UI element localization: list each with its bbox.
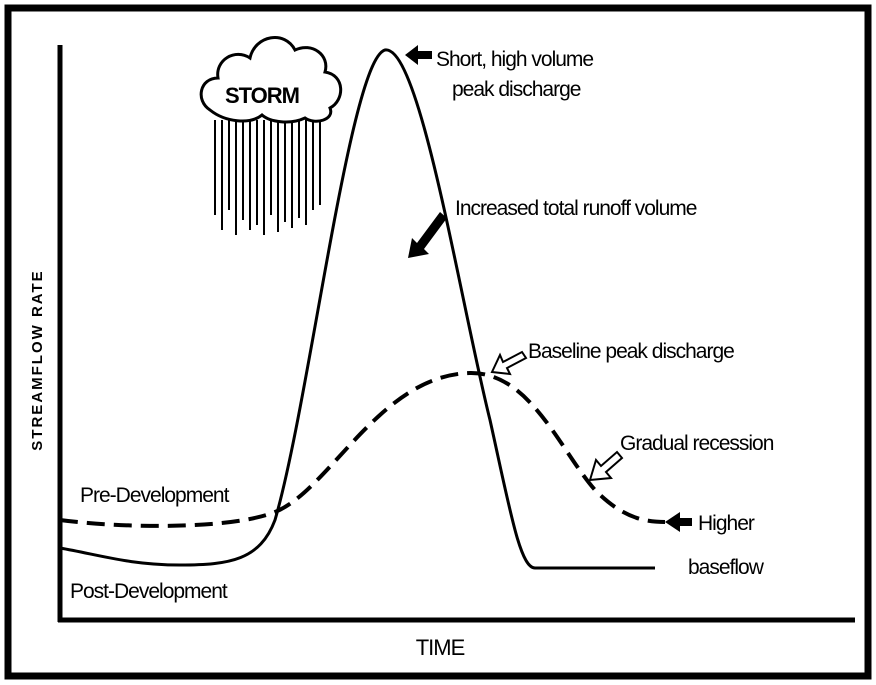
annotation: Baseline peak discharge [528, 340, 734, 363]
text-line: Short, high volume [436, 48, 593, 71]
x-axis-label: TIME [416, 635, 465, 660]
arrow [588, 450, 624, 482]
annotation: Short, high volume peak discharge [436, 48, 598, 101]
text-line: Higher [698, 512, 755, 535]
storm-icon: STORM [199, 36, 343, 235]
text-line: baseflow [688, 556, 765, 579]
post-development-curve [59, 48, 655, 570]
arrow [665, 512, 692, 532]
curve-label: Pre-Development [80, 484, 230, 507]
text-line: peak discharge [452, 78, 581, 101]
annotation: Gradual recession [620, 432, 774, 455]
arrow [490, 350, 528, 376]
pre-development-curve [59, 370, 666, 528]
curve-label: Post-Development [70, 580, 228, 603]
y-axis-label: STREAMFLOW RATE [29, 269, 46, 450]
storm-label: STORM [225, 83, 299, 108]
arrow [405, 45, 432, 65]
arrow [408, 212, 447, 258]
annotation: Increased total runoff volume [455, 197, 697, 220]
annotation: Higher baseflow [688, 512, 765, 579]
